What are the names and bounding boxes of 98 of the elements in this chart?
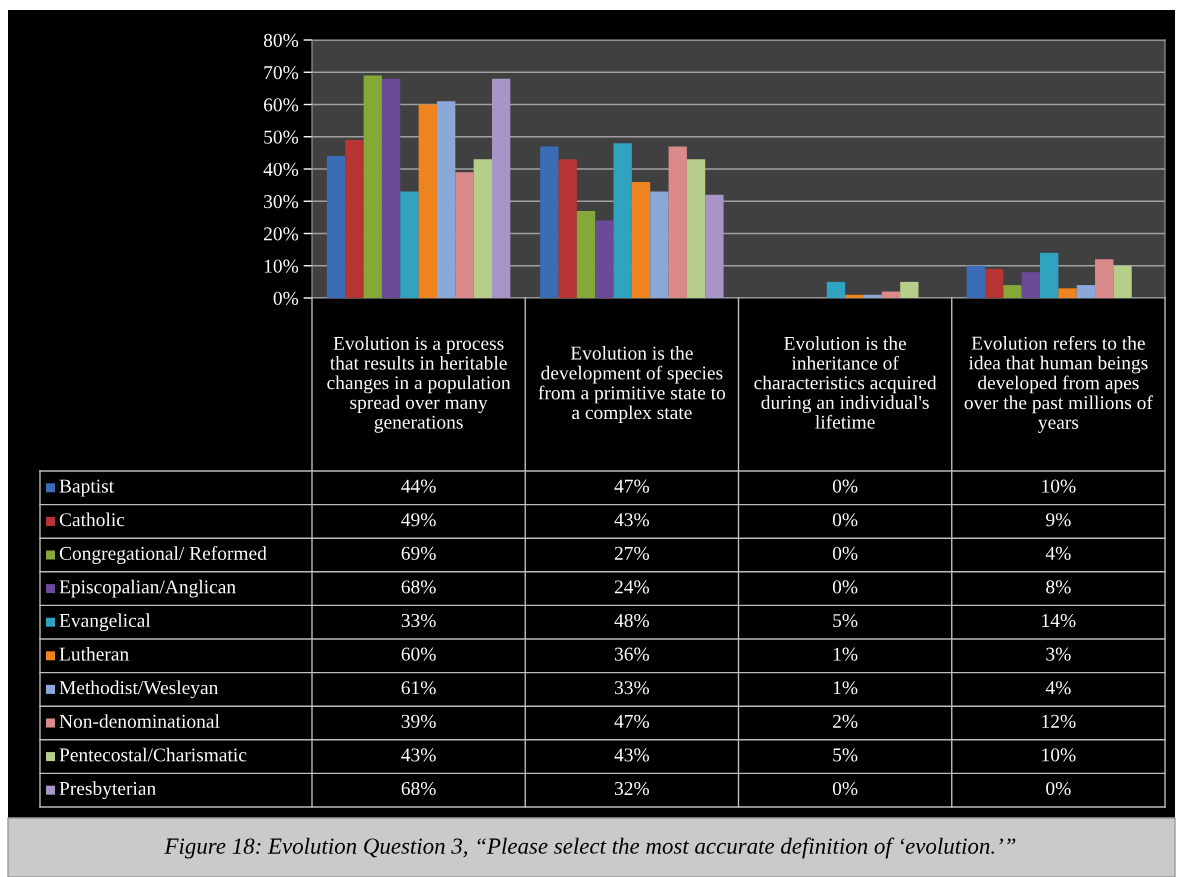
- legend-label: Pentecostal/Charismatic: [59, 747, 247, 762]
- bar: [668, 146, 687, 298]
- bar: [686, 159, 706, 298]
- data-label: 0%: [1046, 781, 1071, 796]
- data-label: 12%: [1042, 714, 1076, 728]
- data-label: 10%: [1042, 748, 1076, 762]
- x-tick-label: Evolution refers to the idea that human beings developed from apes over the past millions of years: [964, 335, 1153, 433]
- bar: [1113, 265, 1132, 298]
- bar: [595, 220, 614, 298]
- x-tick-label: Evolution is the development of species from a primitive state to a complex state: [538, 345, 726, 424]
- legend-label: Methodist/Wesleyan: [59, 680, 219, 699]
- data-label: 0%: [832, 479, 858, 493]
- y-tick-label: 40%: [263, 162, 299, 176]
- bar: [363, 75, 382, 298]
- y-tick-label: 20%: [264, 227, 299, 241]
- bar: [705, 194, 724, 298]
- y-tick-label: 70%: [264, 66, 299, 80]
- data-label: 39%: [401, 714, 436, 728]
- bar: [1021, 272, 1041, 298]
- bar: [491, 78, 511, 298]
- data-label: 24%: [614, 580, 650, 594]
- data-label: 4%: [1045, 546, 1071, 560]
- bar: [400, 191, 419, 298]
- legend-label: Baptist: [59, 479, 114, 497]
- data-label: 68%: [401, 781, 436, 796]
- data-label: 43%: [614, 513, 650, 527]
- legend-label: Catholic: [59, 512, 125, 527]
- legend-label: Non-denominational: [59, 714, 220, 728]
- bar: [436, 101, 456, 298]
- bar: [1058, 288, 1077, 298]
- y-tick-label: 80%: [263, 33, 299, 47]
- bar: [985, 268, 1004, 298]
- bar: [900, 281, 919, 298]
- data-label: 1%: [833, 647, 858, 661]
- legend-label: Presbyterian: [59, 781, 156, 800]
- bar: [576, 210, 596, 298]
- caption: Figure 18: Evolution Question 3, “Please select the most accurate definition of ‘evolution.’”: [164, 837, 1016, 859]
- bar: [826, 281, 846, 298]
- data-label: 48%: [614, 613, 650, 628]
- y-tick-label: 0%: [273, 291, 299, 305]
- data-label: 5%: [833, 748, 858, 762]
- x-tick-label: Evolution is the inheritance of characteristics acquired during an individual's lifetime: [754, 336, 937, 429]
- data-label: 0%: [832, 513, 858, 527]
- data-label: 43%: [614, 748, 650, 762]
- data-label: 47%: [614, 479, 650, 493]
- bar: [1003, 285, 1022, 298]
- data-label: 27%: [614, 546, 650, 560]
- data-label: 49%: [401, 513, 436, 527]
- data-label: 9%: [1046, 513, 1071, 527]
- data-label: 60%: [401, 647, 436, 661]
- y-tick-label: 10%: [264, 259, 299, 273]
- bar: [650, 191, 669, 298]
- data-label: 44%: [401, 479, 436, 493]
- data-label: 10%: [1042, 479, 1076, 493]
- data-label: 69%: [401, 546, 436, 560]
- y-tick-label: 30%: [264, 195, 299, 209]
- bar: [1076, 285, 1096, 298]
- bar: [418, 104, 437, 298]
- bar: [473, 159, 492, 298]
- data-label: 8%: [1046, 580, 1071, 594]
- bar: [863, 294, 882, 298]
- data-label: 0%: [832, 546, 858, 560]
- bar: [631, 181, 651, 298]
- y-tick-label: 50%: [264, 130, 299, 144]
- legend-label: Lutheran: [59, 646, 129, 661]
- data-label: 3%: [1046, 647, 1071, 661]
- bar: [1095, 259, 1114, 298]
- data-label: 1%: [833, 681, 858, 695]
- legend-label: Episcopalian/Anglican: [59, 579, 236, 598]
- data-label: 2%: [833, 714, 858, 728]
- data-label: 0%: [832, 580, 858, 594]
- bar: [613, 143, 632, 298]
- y-tick-label: 60%: [264, 98, 299, 112]
- legend-label: Congregational/ Reformed: [59, 546, 267, 564]
- data-label: 47%: [614, 714, 650, 728]
- data-label: 36%: [614, 647, 650, 661]
- data-label: 43%: [401, 748, 436, 762]
- bar: [558, 159, 577, 298]
- data-label: 14%: [1042, 613, 1076, 628]
- bar: [326, 156, 346, 298]
- x-tick-label: Evolution is a process that results in heritable changes in a population spread over many generations: [327, 336, 511, 433]
- bar: [345, 139, 364, 298]
- data-label: 33%: [401, 613, 436, 628]
- data-label: 61%: [401, 681, 436, 695]
- bar: [381, 78, 401, 298]
- bar: [881, 291, 901, 298]
- bar: [455, 172, 474, 298]
- data-label: 5%: [833, 613, 858, 628]
- bar: [1040, 252, 1059, 298]
- bar: [845, 294, 864, 298]
- data-label: 4%: [1045, 681, 1071, 695]
- data-label: 68%: [401, 580, 436, 594]
- legend-label: Evangelical: [59, 613, 151, 632]
- data-label: 0%: [832, 781, 858, 796]
- bar: [540, 146, 559, 298]
- bar: [966, 265, 986, 298]
- data-label: 32%: [614, 781, 650, 796]
- data-label: 33%: [614, 681, 650, 695]
